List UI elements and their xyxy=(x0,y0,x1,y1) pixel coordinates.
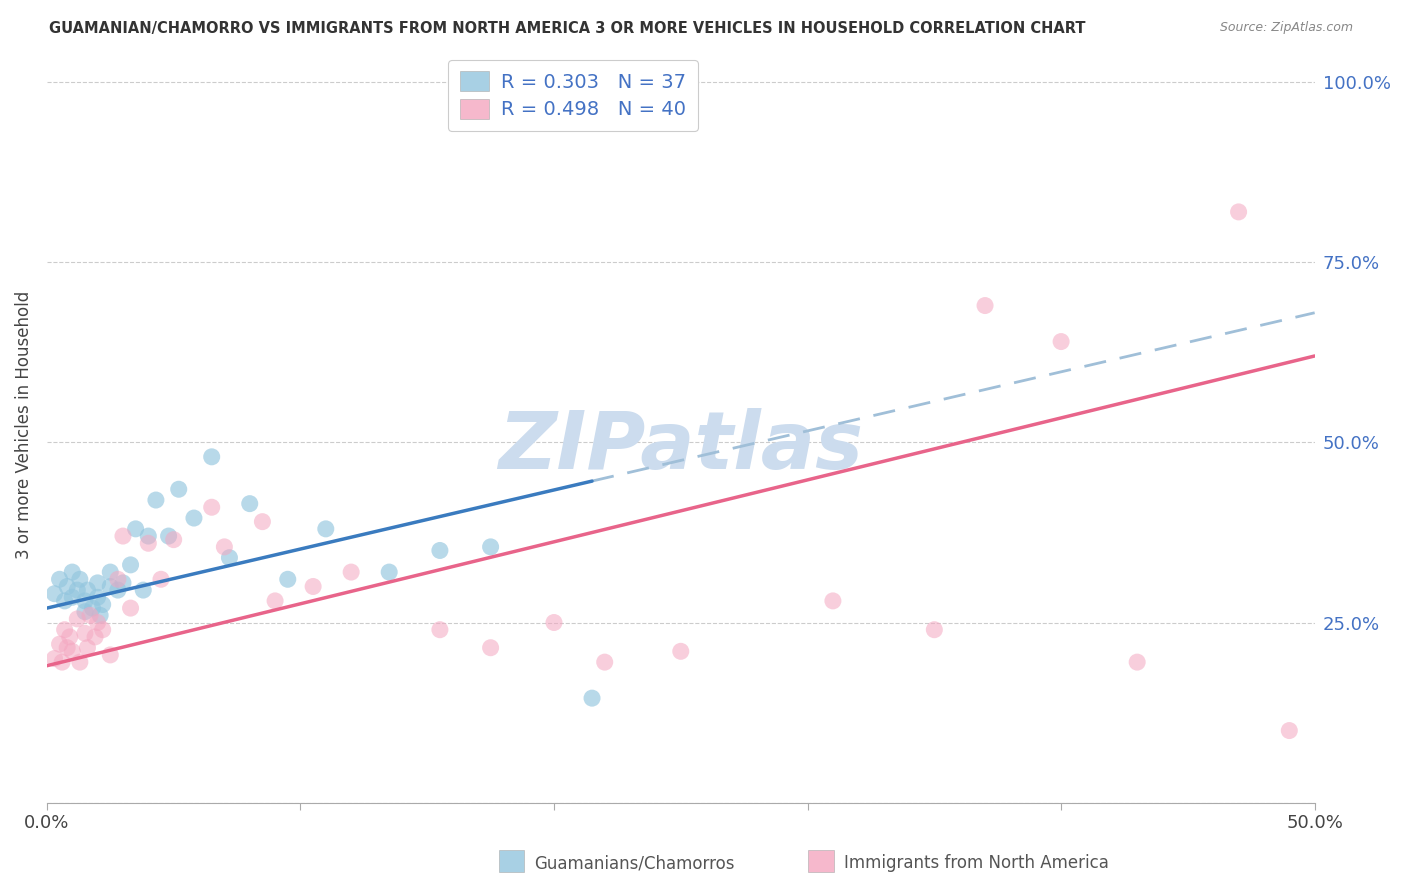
Point xyxy=(86,615,108,630)
Point xyxy=(76,640,98,655)
Legend: R = 0.303   N = 37, R = 0.498   N = 40: R = 0.303 N = 37, R = 0.498 N = 40 xyxy=(449,60,697,131)
Point xyxy=(56,579,79,593)
Point xyxy=(340,565,363,579)
Point xyxy=(593,655,616,669)
Point xyxy=(44,587,66,601)
Point xyxy=(48,572,70,586)
Point xyxy=(1227,205,1250,219)
Point xyxy=(1278,723,1301,738)
Point xyxy=(69,572,91,586)
Point xyxy=(107,583,129,598)
Point xyxy=(82,601,104,615)
Point xyxy=(239,497,262,511)
Point xyxy=(145,493,167,508)
Point xyxy=(1126,655,1149,669)
Point xyxy=(91,598,114,612)
Point xyxy=(56,640,79,655)
Point xyxy=(60,565,83,579)
Point xyxy=(974,299,997,313)
Point xyxy=(120,558,142,572)
Point xyxy=(84,630,107,644)
Point xyxy=(73,626,96,640)
Point xyxy=(821,594,844,608)
Point xyxy=(79,608,101,623)
Point xyxy=(124,522,146,536)
Point xyxy=(277,572,299,586)
Point xyxy=(53,623,76,637)
Point xyxy=(98,648,121,662)
Point xyxy=(669,644,692,658)
Point xyxy=(48,637,70,651)
Point xyxy=(111,529,134,543)
Point xyxy=(136,529,159,543)
Point xyxy=(201,500,224,515)
Point xyxy=(924,623,946,637)
Point xyxy=(581,691,603,706)
Point xyxy=(378,565,401,579)
Point xyxy=(167,482,190,496)
Point xyxy=(73,605,96,619)
Point xyxy=(111,575,134,590)
Text: ZIPatlas: ZIPatlas xyxy=(498,409,863,486)
Point xyxy=(59,630,82,644)
Point xyxy=(98,579,121,593)
Point xyxy=(60,591,83,605)
Text: Guamanians/Chamorros: Guamanians/Chamorros xyxy=(534,855,735,872)
Point xyxy=(132,583,155,598)
Point xyxy=(86,591,108,605)
Point xyxy=(60,644,83,658)
Point xyxy=(76,583,98,598)
Point xyxy=(107,572,129,586)
Point xyxy=(150,572,173,586)
Point xyxy=(201,450,224,464)
Point xyxy=(66,612,89,626)
Point xyxy=(264,594,287,608)
Point xyxy=(89,608,111,623)
Point xyxy=(44,651,66,665)
Text: Immigrants from North America: Immigrants from North America xyxy=(844,855,1108,872)
Point xyxy=(429,543,451,558)
Point xyxy=(98,565,121,579)
Point xyxy=(252,515,274,529)
Point xyxy=(53,594,76,608)
Point xyxy=(315,522,337,536)
Point xyxy=(157,529,180,543)
Point xyxy=(66,583,89,598)
Text: GUAMANIAN/CHAMORRO VS IMMIGRANTS FROM NORTH AMERICA 3 OR MORE VEHICLES IN HOUSEH: GUAMANIAN/CHAMORRO VS IMMIGRANTS FROM NO… xyxy=(49,21,1085,37)
Point xyxy=(51,655,73,669)
Point xyxy=(69,655,91,669)
Point xyxy=(86,575,108,590)
Point xyxy=(302,579,325,593)
Point xyxy=(120,601,142,615)
Point xyxy=(136,536,159,550)
Y-axis label: 3 or more Vehicles in Household: 3 or more Vehicles in Household xyxy=(15,290,32,558)
Point xyxy=(479,540,502,554)
Point xyxy=(183,511,205,525)
Point xyxy=(214,540,236,554)
Point xyxy=(91,623,114,637)
Point xyxy=(73,594,96,608)
Point xyxy=(543,615,565,630)
Point xyxy=(163,533,186,547)
Text: Source: ZipAtlas.com: Source: ZipAtlas.com xyxy=(1219,21,1353,35)
Point xyxy=(218,550,240,565)
Point xyxy=(479,640,502,655)
Point xyxy=(1050,334,1073,349)
Point xyxy=(429,623,451,637)
